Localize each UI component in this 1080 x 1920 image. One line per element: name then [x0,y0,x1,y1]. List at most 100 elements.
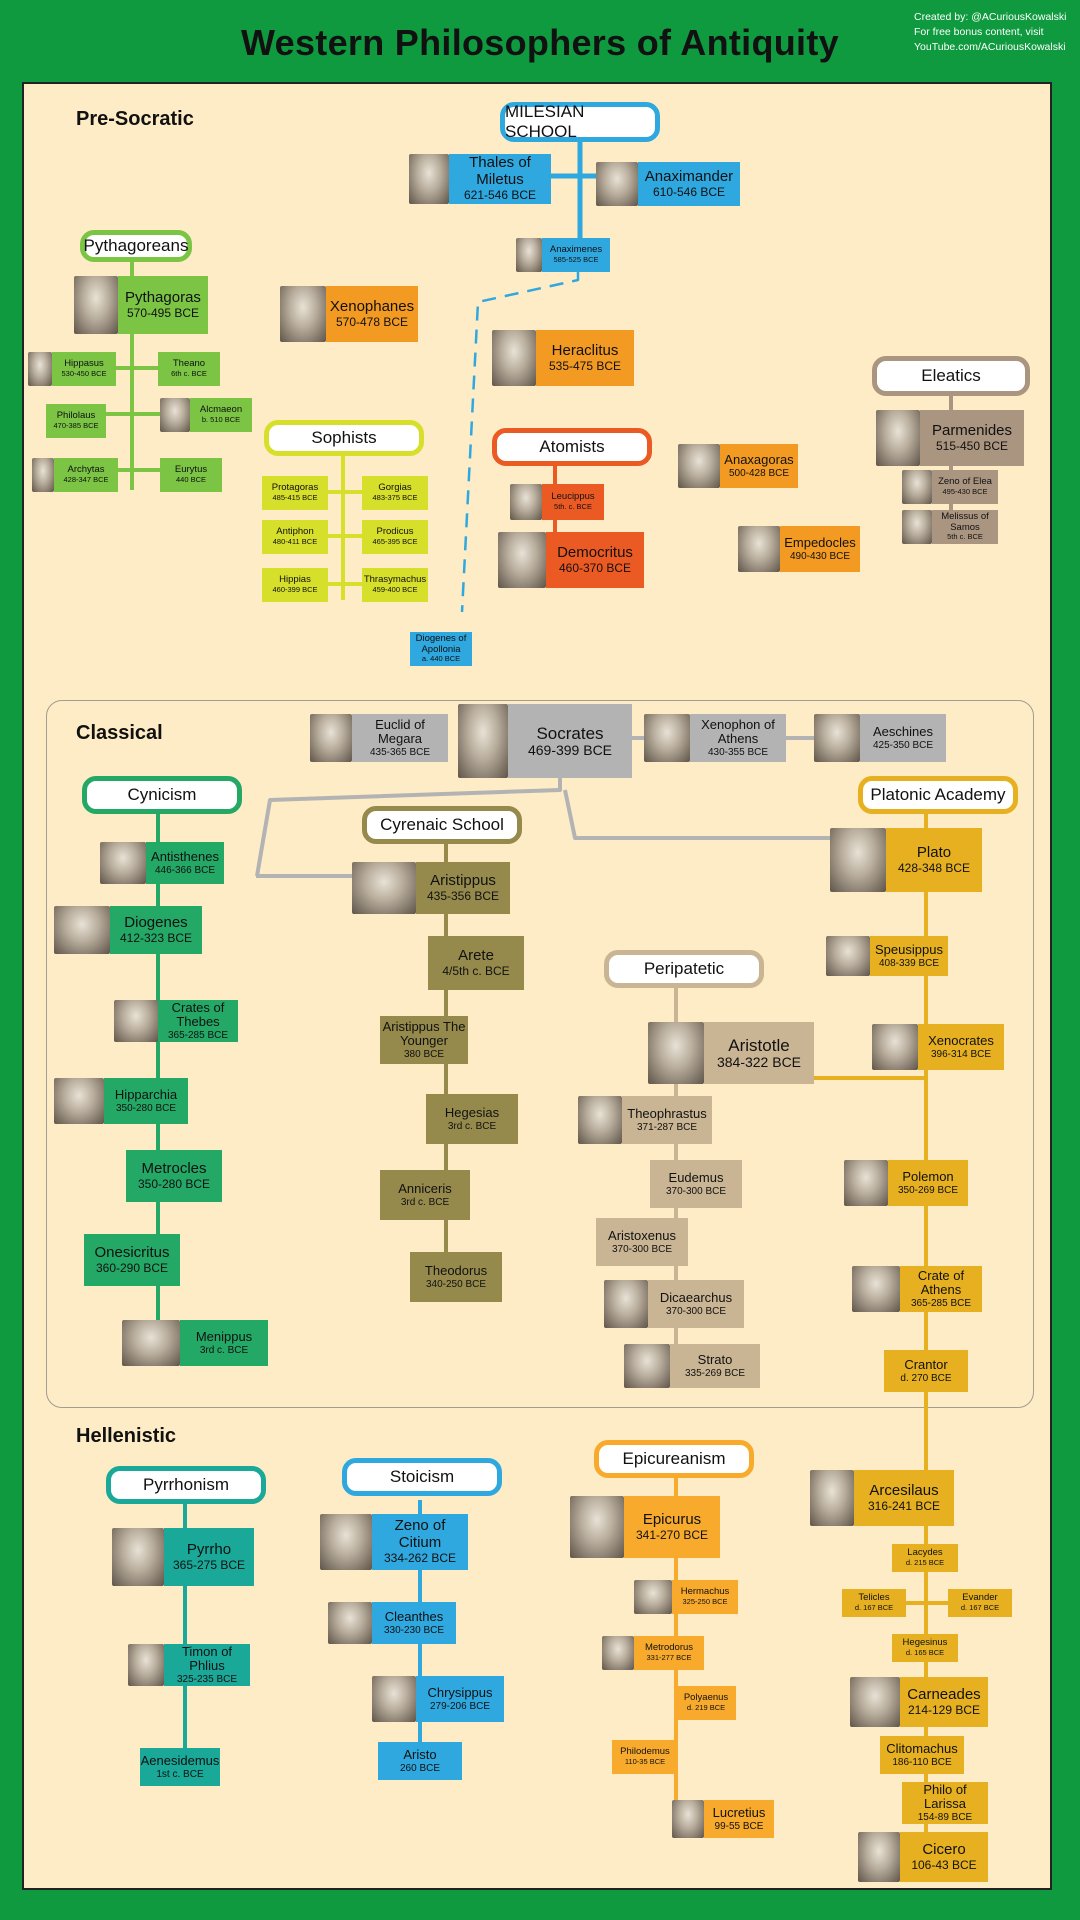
philosopher-name: Empedocles [784,535,856,551]
philosopher-name: Telicles [858,1592,890,1604]
philosopher-name: Zeno of Elea [938,476,992,488]
philosopher-node-empedocles: Empedocles 490-430 BCE [780,526,860,572]
philosopher-node-hegesinus: Hegesinus d. 165 BCE [892,1634,958,1662]
philosopher-dates: 279-206 BCE [429,1700,491,1712]
polemon-portrait-icon [844,1160,888,1206]
philosopher-name: Strato [697,1352,733,1368]
school-header-pyrrhonism: Pyrrhonism [106,1466,266,1504]
aristippus-portrait-icon [352,862,416,914]
philosopher-node-diogenes: Diogenes 412-323 BCE [110,906,202,954]
philosopher-node-philodemus: Philodemus 110-35 BCE [612,1740,678,1774]
philosopher-dates: 621-546 BCE [463,188,537,203]
philosopher-node-melissus: Melissus of Samos 5th c. BCE [932,510,998,544]
philosopher-name: Thales of Miletus [469,154,531,189]
philosopher-node-gorgias: Gorgias 483-375 BCE [362,476,428,510]
philosopher-dates: 446-366 BCE [154,864,216,876]
philosopher-dates: 325-250 BCE [682,1597,728,1607]
philosopher-dates: 350-280 BCE [137,1176,211,1191]
philosopher-name: Hegesinus [902,1637,948,1649]
philosopher-name: Aristippus [430,871,496,889]
philosopher-node-xenophon: Xenophon of Athens 430-355 BCE [690,714,786,762]
philosopher-node-thrasymachus: Thrasymachus 459-400 BCE [362,568,428,602]
credit-line: Created by: @ACuriousKowalski [914,11,1067,23]
philosopher-dates: 435-365 BCE [369,746,431,758]
philosopher-node-metrodorus: Metrodorus 331-277 BCE [634,1636,704,1670]
philosopher-name: Cleanthes [384,1609,444,1625]
philosopher-node-heraclitus: Heraclitus 535-475 BCE [536,330,634,386]
philosopher-node-chrysippus: Chrysippus 279-206 BCE [416,1676,504,1722]
philosopher-node-lucretius: Lucretius 99-55 BCE [704,1800,774,1838]
philosopher-node-plato: Plato 428-348 BCE [886,828,982,892]
philosopher-node-prodicus: Prodicus 465-395 BCE [362,520,428,554]
philosopher-name: Timon of Phlius [181,1643,233,1674]
cicero-portrait-icon [858,1832,900,1882]
philosopher-name: Crates of Thebes [171,999,225,1030]
philosopher-dates: 465-395 BCE [372,537,418,547]
philosopher-dates: 214-129 BCE [907,1702,981,1717]
philosopher-dates: 154-89 BCE [917,1811,973,1823]
philosopher-name: Theophrastus [627,1106,707,1122]
philosopher-node-parmenides: Parmenides 515-450 BCE [920,410,1024,466]
philosopher-name: Philodemus [620,1746,670,1758]
philosopher-name: Xenophanes [329,297,415,315]
philosopher-node-dicaearchus: Dicaearchus 370-300 BCE [648,1280,744,1328]
philosopher-node-hegesias: Hegesias 3rd c. BCE [426,1094,518,1144]
philosopher-name: Metrodorus [644,1642,694,1654]
philosopher-node-philolaus: Philolaus 470-385 BCE [46,404,106,438]
philosopher-dates: 490-430 BCE [789,550,851,562]
philosopher-dates: 500-428 BCE [728,467,790,479]
anaxagoras-portrait-icon [678,444,720,488]
philosopher-dates: 110-35 BCE [624,1757,666,1767]
melissus-portrait-icon [902,510,932,544]
crates-thebes-portrait-icon [114,1000,158,1042]
philosopher-node-carneades: Carneades 214-129 BCE [900,1677,988,1727]
philosopher-dates: 430-355 BCE [707,746,769,758]
cleanthes-portrait-icon [328,1602,372,1644]
philosopher-name: Speusippus [875,942,943,958]
philosopher-dates: 428-347 BCE [63,475,109,485]
philosopher-dates: 460-370 BCE [558,560,632,575]
philosopher-name: Chrysippus [427,1685,493,1701]
philosopher-dates: 330-230 BCE [383,1624,445,1636]
philosopher-name: Aenesidemus [140,1753,220,1769]
heraclitus-portrait-icon [492,330,536,386]
philosopher-dates: 3rd c. BCE [400,1196,450,1208]
philosopher-name: Aristo [403,1747,437,1763]
credit-line: For free bonus content, visit [914,26,1044,38]
philosopher-dates: 570-495 BCE [126,305,200,320]
euclid-portrait-icon [310,714,352,762]
school-header-pythagoreans: Pythagoreans [80,230,192,262]
philosopher-dates: 412-323 BCE [119,930,193,945]
philosopher-node-archytas: Archytas 428-347 BCE [54,458,118,492]
epicurus-portrait-icon [570,1496,624,1558]
philosopher-node-arete: Arete 4/5th c. BCE [428,936,524,990]
leucippus-portrait-icon [510,484,542,520]
arcesilaus-portrait-icon [810,1470,854,1526]
dicaearchus-portrait-icon [604,1280,648,1328]
philosopher-node-timon: Timon of Phlius 325-235 BCE [164,1644,250,1686]
philosopher-dates: 370-300 BCE [611,1243,673,1255]
philosopher-node-crate-athens: Crate of Athens 365-285 BCE [900,1266,982,1312]
connector-line-milesian [460,272,580,613]
philosopher-name: Thrasymachus [363,574,427,586]
philosopher-dates: 370-300 BCE [665,1185,727,1197]
theophrastus-portrait-icon [578,1096,622,1144]
philosopher-name: Pyrrho [186,1540,232,1558]
philosopher-dates: d. 215 BCE [905,1558,945,1568]
philosopher-name: Zeno of Citium [394,1517,446,1552]
philosopher-dates: 4/5th c. BCE [442,963,510,978]
philosopher-name: Lucretius [712,1805,766,1821]
philosopher-name: Arete [458,946,494,964]
philosopher-name: Xenophon of Athens [701,716,775,747]
philosopher-name: Plato [916,843,952,861]
philosopher-name: Polyaenus [683,1692,729,1704]
philosopher-dates: 459-400 BCE [372,585,418,595]
philosopher-node-thales: Thales of Miletus 621-546 BCE [449,154,551,204]
pyrrho-portrait-icon [112,1528,164,1586]
page-title: Western Philosophers of Antiquity [241,22,839,63]
philosopher-dates: 365-285 BCE [910,1297,972,1309]
philosopher-dates: 435-356 BCE [426,888,500,903]
philosopher-name: Anaximenes [549,244,603,256]
philosopher-node-antisthenes: Antisthenes 446-366 BCE [146,842,224,884]
philosopher-node-alcmaeon: Alcmaeon b. 510 BCE [190,398,252,432]
